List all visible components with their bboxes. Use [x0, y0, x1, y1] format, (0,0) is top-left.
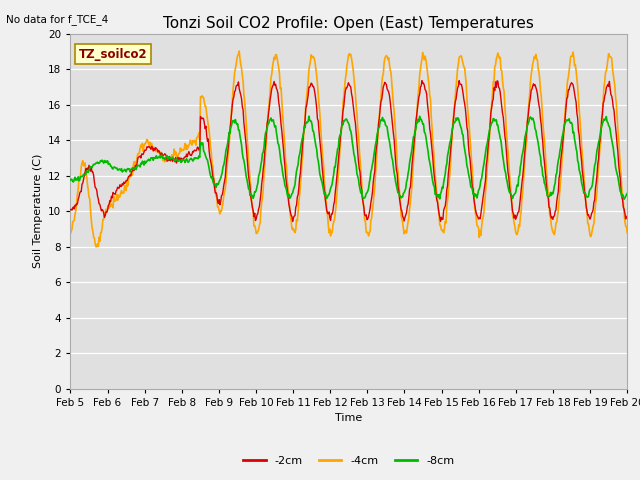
-4cm: [92, 244, 100, 250]
-4cm: [623, 230, 631, 236]
Text: No data for f_TCE_4: No data for f_TCE_4: [6, 14, 109, 25]
-2cm: [67, 207, 74, 213]
-2cm: [435, 205, 442, 211]
-8cm: [305, 113, 313, 119]
-2cm: [191, 147, 198, 153]
-4cm: [191, 138, 199, 144]
-4cm: [221, 189, 228, 195]
X-axis label: Time: Time: [335, 413, 362, 423]
-8cm: [191, 155, 198, 161]
Text: TZ_soilco2: TZ_soilco2: [79, 48, 147, 61]
-2cm: [417, 83, 425, 89]
-4cm: [418, 56, 426, 62]
Line: -2cm: -2cm: [70, 81, 627, 221]
-8cm: [623, 191, 631, 196]
-2cm: [623, 213, 631, 219]
-8cm: [220, 162, 228, 168]
Legend: -2cm, -4cm, -8cm: -2cm, -4cm, -8cm: [239, 451, 459, 470]
-4cm: [236, 48, 243, 54]
-2cm: [134, 156, 141, 161]
-8cm: [67, 177, 74, 183]
-4cm: [435, 205, 442, 211]
-2cm: [77, 189, 84, 194]
-2cm: [289, 218, 296, 224]
-8cm: [434, 192, 442, 197]
-8cm: [620, 196, 628, 202]
-8cm: [77, 174, 84, 180]
-8cm: [134, 162, 141, 168]
-4cm: [67, 231, 74, 237]
Title: Tonzi Soil CO2 Profile: Open (East) Temperatures: Tonzi Soil CO2 Profile: Open (East) Temp…: [163, 16, 534, 31]
-2cm: [220, 183, 228, 189]
-8cm: [417, 116, 425, 122]
Line: -4cm: -4cm: [70, 51, 627, 247]
-2cm: [418, 78, 426, 84]
Line: -8cm: -8cm: [70, 116, 627, 199]
-4cm: [134, 151, 142, 156]
-4cm: [77, 173, 84, 179]
Y-axis label: Soil Temperature (C): Soil Temperature (C): [33, 154, 43, 268]
